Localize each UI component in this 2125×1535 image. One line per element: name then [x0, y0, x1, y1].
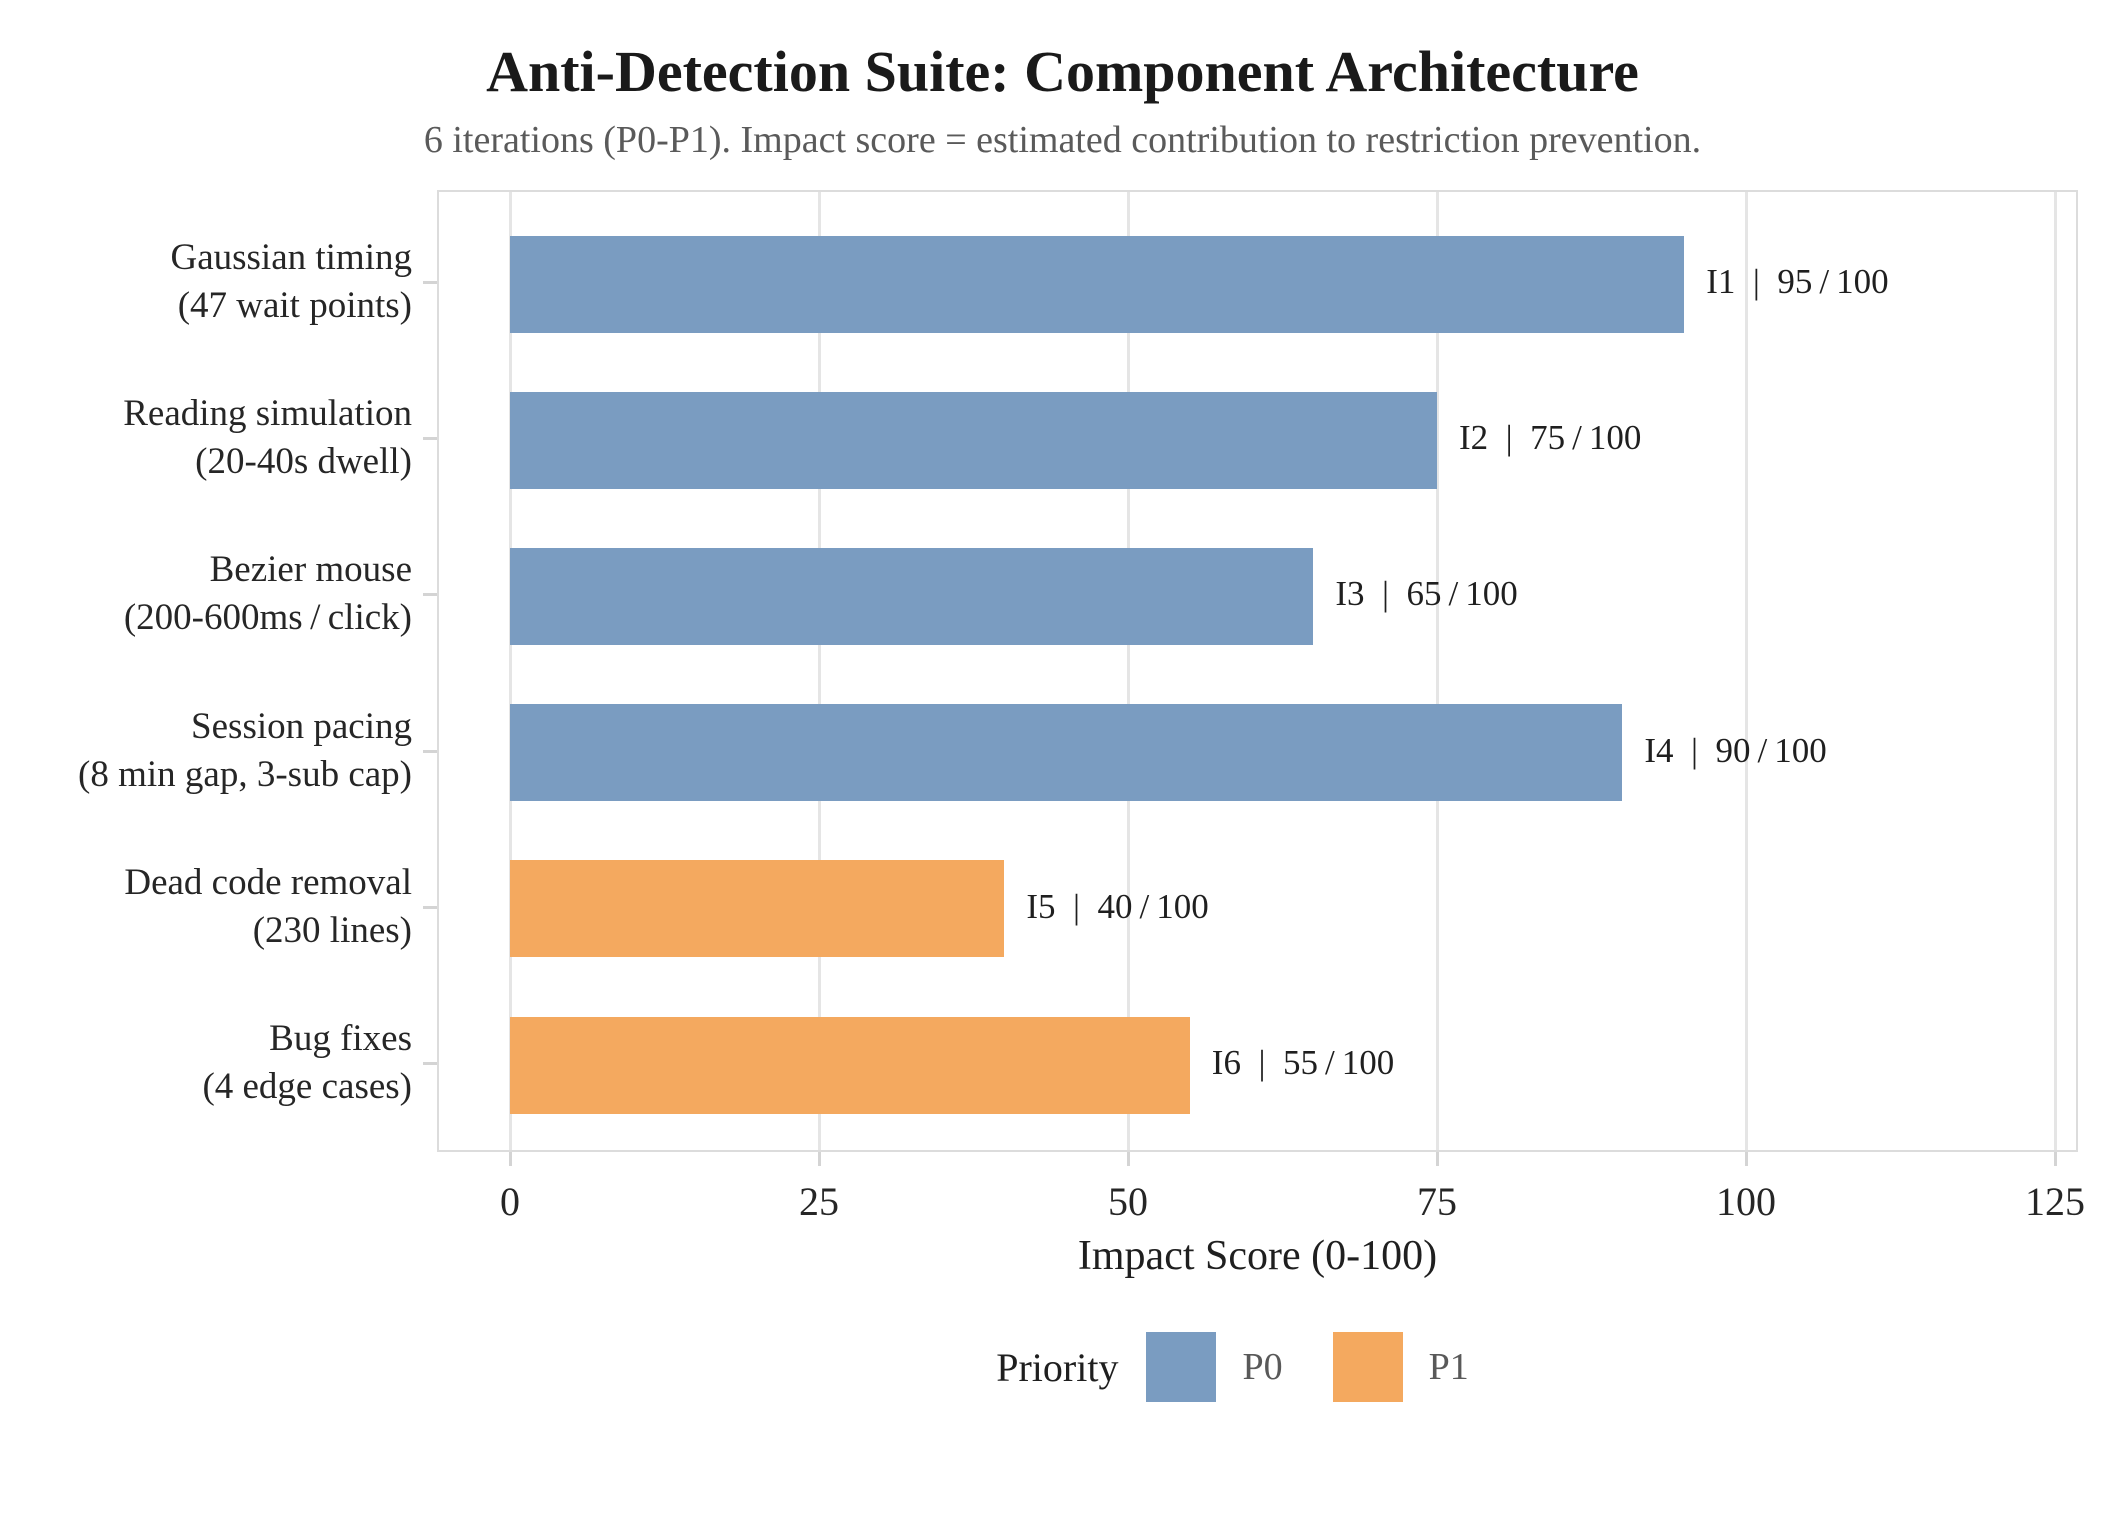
bar-value-label-3: I3 | 65 / 100: [1335, 574, 1518, 614]
bar-bezier-mouse: [510, 548, 1313, 645]
x-tick-label-25: 25: [799, 1179, 839, 1224]
gridline-x-50: [1127, 192, 1130, 1150]
x-tick-mark-125: [2054, 1152, 2057, 1166]
y-axis-label-line: Bug fixes: [269, 1018, 412, 1059]
y-axis-label-line: Session pacing: [191, 705, 412, 747]
bar-value-label-5: I5 | 40 / 100: [1026, 886, 1209, 926]
legend-label-p1: P1: [1428, 1346, 1469, 1388]
x-tick-label-50: 50: [1108, 1179, 1148, 1224]
y-axis-label-line: Bezier mouse: [209, 549, 412, 591]
chart-title: Anti-Detection Suite: Component Architec…: [486, 39, 1639, 104]
y-tick-mark: [423, 593, 437, 597]
bar-bug-fixes: [510, 1017, 1190, 1114]
y-axis-label-line: (4 edge cases): [202, 1066, 412, 1107]
bar-value-label-6: I6 | 55 / 100: [1211, 1043, 1395, 1082]
bar-session-pacing: [510, 704, 1622, 801]
plot-panel: [437, 190, 2078, 1152]
y-tick-mark: [423, 437, 437, 441]
legend: Priority P0 P1: [437, 1330, 2078, 1404]
y-axis-label-session-pacing: Session pacing (8 min gap, 3-sub cap): [0, 703, 412, 799]
y-tick-mark: [423, 905, 437, 909]
x-tick-mark-0: [509, 1152, 512, 1166]
bar-value-label-2: I2 | 75 / 100: [1459, 418, 1642, 458]
gridline-x-125: [2054, 192, 2057, 1150]
gridline-x-100: [1745, 192, 1748, 1150]
x-tick-mark-75: [1436, 1152, 1439, 1166]
gridline-x-75: [1436, 192, 1439, 1150]
y-axis-label-line: Dead code removal: [124, 861, 412, 903]
y-tick-mark: [423, 281, 437, 284]
y-axis-label-bezier-mouse: Bezier mouse (200-600ms / click): [0, 546, 412, 642]
y-axis-label-line: Reading simulation: [123, 393, 412, 435]
y-tick-mark: [423, 749, 437, 753]
y-axis-label-line: (200-600ms / click): [123, 597, 412, 639]
legend-title: Priority: [996, 1344, 1119, 1390]
gridline-x-25: [818, 192, 821, 1150]
x-axis-title: Impact Score (0-100): [1077, 1233, 1438, 1279]
y-axis-label-dead-code-removal: Dead code removal (230 lines): [0, 859, 412, 955]
x-tick-mark-100: [1745, 1152, 1748, 1166]
bar-dead-code-removal: [510, 860, 1004, 957]
bar-gaussian-timing: [510, 236, 1684, 333]
y-tick-mark: [423, 1062, 437, 1065]
y-axis-label-line: (230 lines): [252, 909, 412, 951]
x-tick-label-125: 125: [2025, 1179, 2085, 1224]
legend-label-p0: P0: [1242, 1346, 1283, 1388]
legend-swatch-p1: [1332, 1332, 1403, 1402]
x-tick-mark-25: [818, 1152, 821, 1166]
y-axis-label-reading-simulation: Reading simulation (20-40s dwell): [0, 390, 412, 486]
legend-swatch-p0: [1146, 1332, 1217, 1402]
gridline-x-0: [509, 192, 512, 1150]
y-axis-label-line: (20-40s dwell): [195, 441, 412, 483]
bar-value-label-4: I4 | 90 / 100: [1644, 730, 1827, 770]
y-axis-label-bug-fixes: Bug fixes (4 edge cases): [0, 1015, 412, 1111]
bar-reading-simulation: [510, 392, 1437, 489]
x-tick-label-75: 75: [1417, 1179, 1457, 1224]
y-axis-label-line: (8 min gap, 3-sub cap): [78, 753, 412, 795]
bar-value-label-1: I1 | 95 / 100: [1706, 262, 1889, 301]
y-axis-label-gaussian-timing: Gaussian timing (47 wait points): [0, 234, 412, 330]
method-caption: Method | Behavioral detection dominates …: [28, 1442, 1090, 1535]
y-axis-label-line: Gaussian timing: [170, 237, 412, 278]
x-tick-label-100: 100: [1716, 1179, 1776, 1224]
x-tick-label-0: 0: [500, 1179, 520, 1224]
y-axis-label-line: (47 wait points): [177, 285, 412, 326]
x-tick-mark-50: [1127, 1152, 1130, 1166]
chart-subtitle: 6 iterations (P0-P1). Impact score = est…: [423, 119, 1702, 161]
